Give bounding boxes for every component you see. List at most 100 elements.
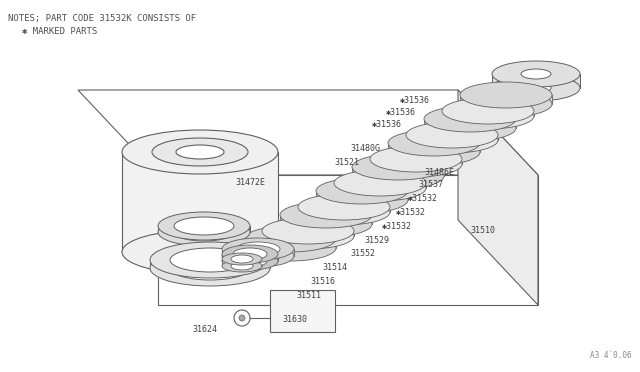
Ellipse shape: [521, 83, 551, 93]
Ellipse shape: [406, 127, 498, 153]
Text: ✱31536: ✱31536: [386, 108, 416, 116]
Polygon shape: [406, 135, 498, 140]
Ellipse shape: [222, 245, 278, 263]
Ellipse shape: [388, 139, 480, 165]
Ellipse shape: [222, 253, 262, 265]
Polygon shape: [316, 191, 408, 200]
Text: 31552: 31552: [350, 250, 375, 259]
Text: ✱31532: ✱31532: [408, 193, 438, 202]
Ellipse shape: [122, 130, 278, 174]
Text: 31472E: 31472E: [235, 177, 265, 186]
Ellipse shape: [334, 175, 426, 201]
Text: ✱31536: ✱31536: [372, 119, 402, 128]
Polygon shape: [222, 254, 278, 261]
Text: 31510: 31510: [470, 225, 495, 234]
Ellipse shape: [222, 245, 294, 267]
Ellipse shape: [170, 256, 250, 280]
Ellipse shape: [122, 230, 278, 274]
Polygon shape: [334, 183, 426, 188]
Ellipse shape: [244, 226, 336, 252]
Ellipse shape: [442, 103, 534, 129]
Ellipse shape: [170, 248, 250, 272]
Polygon shape: [244, 239, 336, 248]
Ellipse shape: [352, 163, 444, 189]
Ellipse shape: [152, 138, 248, 166]
Text: 31529: 31529: [364, 235, 389, 244]
Ellipse shape: [298, 194, 390, 220]
Ellipse shape: [370, 146, 462, 172]
Ellipse shape: [280, 211, 372, 237]
Text: ✱ MARKED PARTS: ✱ MARKED PARTS: [22, 27, 97, 36]
Ellipse shape: [262, 223, 354, 249]
Text: 31480G: 31480G: [350, 144, 380, 153]
Polygon shape: [150, 260, 270, 268]
Polygon shape: [298, 207, 390, 212]
Text: 31537: 31537: [418, 180, 443, 189]
Text: ✱31536: ✱31536: [400, 96, 430, 105]
Polygon shape: [352, 167, 444, 176]
Ellipse shape: [460, 82, 552, 108]
Text: 31486E: 31486E: [424, 167, 454, 176]
Ellipse shape: [406, 122, 498, 148]
Polygon shape: [262, 231, 354, 236]
Text: NOTES; PART CODE 31532K CONSISTS OF: NOTES; PART CODE 31532K CONSISTS OF: [8, 14, 196, 23]
Polygon shape: [458, 90, 538, 305]
Ellipse shape: [298, 199, 390, 225]
Ellipse shape: [316, 178, 408, 204]
Polygon shape: [158, 175, 538, 305]
Polygon shape: [424, 119, 516, 128]
Ellipse shape: [174, 223, 234, 241]
Text: 31511: 31511: [296, 292, 321, 301]
Ellipse shape: [262, 218, 354, 244]
Ellipse shape: [352, 154, 444, 180]
Ellipse shape: [222, 260, 262, 272]
Ellipse shape: [158, 218, 250, 246]
Ellipse shape: [222, 252, 278, 270]
Ellipse shape: [316, 187, 408, 213]
Bar: [270, 290, 335, 332]
Ellipse shape: [233, 248, 267, 260]
Ellipse shape: [236, 249, 280, 263]
Ellipse shape: [150, 250, 270, 286]
Ellipse shape: [424, 115, 516, 141]
Ellipse shape: [460, 91, 552, 117]
Ellipse shape: [158, 212, 250, 240]
Ellipse shape: [521, 69, 551, 79]
Polygon shape: [388, 143, 480, 152]
Polygon shape: [460, 95, 552, 104]
Text: ✱31532: ✱31532: [396, 208, 426, 217]
Ellipse shape: [370, 151, 462, 177]
Polygon shape: [442, 111, 534, 116]
Ellipse shape: [388, 130, 480, 156]
Text: 31521: 31521: [334, 157, 359, 167]
Ellipse shape: [424, 106, 516, 132]
Text: ✱31532: ✱31532: [382, 221, 412, 231]
Ellipse shape: [334, 170, 426, 196]
Text: 31516: 31516: [310, 278, 335, 286]
Polygon shape: [122, 152, 278, 252]
Ellipse shape: [231, 262, 253, 270]
Ellipse shape: [176, 145, 224, 159]
Circle shape: [234, 310, 250, 326]
Text: 31514: 31514: [322, 263, 347, 273]
Ellipse shape: [233, 255, 267, 267]
Text: 31624: 31624: [192, 326, 217, 334]
Ellipse shape: [231, 255, 253, 263]
Ellipse shape: [150, 242, 270, 278]
Ellipse shape: [174, 217, 234, 235]
Circle shape: [239, 315, 245, 321]
Ellipse shape: [492, 61, 580, 87]
Polygon shape: [222, 259, 262, 266]
Polygon shape: [370, 159, 462, 164]
Polygon shape: [222, 249, 294, 256]
Polygon shape: [280, 215, 372, 224]
Ellipse shape: [280, 202, 372, 228]
Text: A3 4´0.06: A3 4´0.06: [590, 351, 632, 360]
Polygon shape: [158, 226, 250, 232]
Ellipse shape: [222, 238, 294, 260]
Ellipse shape: [492, 75, 580, 101]
Polygon shape: [78, 90, 538, 175]
Ellipse shape: [442, 98, 534, 124]
Text: 31630: 31630: [282, 315, 307, 324]
Ellipse shape: [236, 242, 280, 256]
